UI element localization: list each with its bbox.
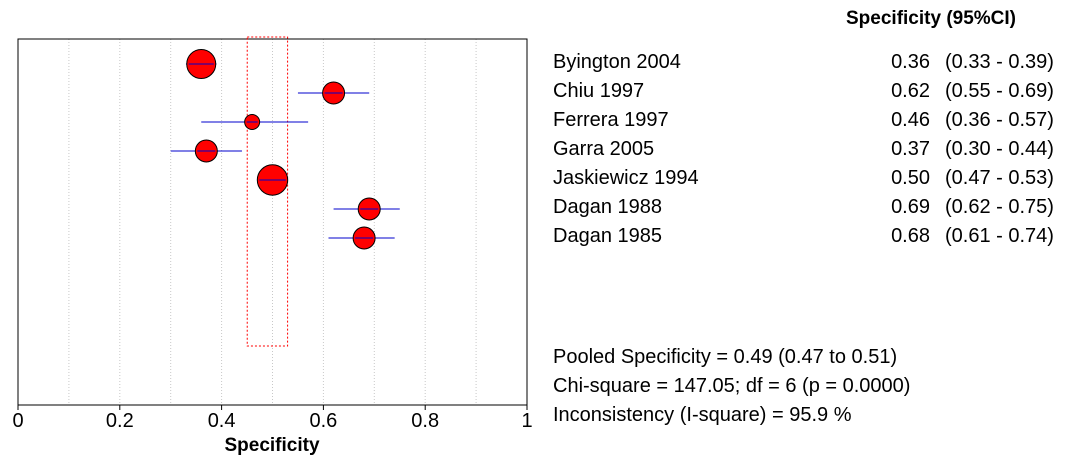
column-header: Specificity (95%CI) [846, 8, 1016, 29]
study-row: Ferrera 1997 0.46 (0.36 - 0.57) [0, 109, 1086, 135]
study-estimate: 0.62 [891, 80, 930, 102]
study-estimate: 0.68 [891, 225, 930, 247]
study-estimate: 0.36 [891, 51, 930, 73]
tick-label: 0 [12, 410, 23, 432]
study-ci: (0.30 - 0.44) [945, 138, 1054, 160]
study-row: Jaskiewicz 1994 0.50 (0.47 - 0.53) [0, 167, 1086, 193]
pooled-summary: Pooled Specificity = 0.49 (0.47 to 0.51) [553, 346, 898, 368]
study-name: Jaskiewicz 1994 [553, 167, 699, 189]
study-row: Chiu 1997 0.62 (0.55 - 0.69) [0, 80, 1086, 106]
study-estimate: 0.69 [891, 196, 930, 218]
study-name: Byington 2004 [553, 51, 681, 73]
study-name: Ferrera 1997 [553, 109, 669, 131]
study-ci: (0.36 - 0.57) [945, 109, 1054, 131]
study-estimate: 0.37 [891, 138, 930, 160]
study-row: Dagan 1985 0.68 (0.61 - 0.74) [0, 225, 1086, 251]
study-row: Dagan 1988 0.69 (0.62 - 0.75) [0, 196, 1086, 222]
study-ci: (0.47 - 0.53) [945, 167, 1054, 189]
study-name: Chiu 1997 [553, 80, 645, 102]
study-name: Garra 2005 [553, 138, 655, 160]
study-estimate: 0.46 [891, 109, 930, 131]
study-name: Dagan 1988 [553, 196, 662, 218]
tick-label: 0.6 [309, 410, 337, 432]
study-estimate: 0.50 [891, 167, 930, 189]
tick-label: 0.4 [208, 410, 236, 432]
inconsistency-summary: Inconsistency (I-square) = 95.9 % [553, 404, 852, 426]
tick-label: 0.8 [411, 410, 439, 432]
study-name: Dagan 1985 [553, 225, 662, 247]
study-marks [170, 49, 400, 250]
pooled-estimate-box [246, 36, 289, 347]
study-ci: (0.62 - 0.75) [945, 196, 1054, 218]
plot-frame [17, 38, 528, 406]
grid-lines [68, 39, 477, 405]
study-ci: (0.61 - 0.74) [945, 225, 1054, 247]
study-row: Byington 2004 0.36 (0.33 - 0.39) [0, 51, 1086, 77]
tick-label: 0.2 [106, 410, 134, 432]
study-ci: (0.55 - 0.69) [945, 80, 1054, 102]
study-ci: (0.33 - 0.39) [945, 51, 1054, 73]
x-axis-label: Specificity [224, 435, 319, 456]
tick-label: 1 [521, 410, 532, 432]
study-row: Garra 2005 0.37 (0.30 - 0.44) [0, 138, 1086, 164]
x-axis-ticks: 0 0.2 0.4 0.6 0.8 1 [12, 405, 533, 432]
chi-square-summary: Chi-square = 147.05; df = 6 (p = 0.0000) [553, 375, 911, 397]
